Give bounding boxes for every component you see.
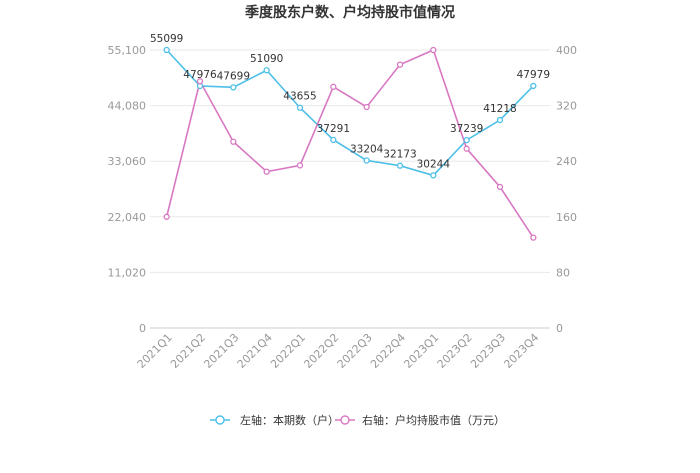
series-1-point	[463, 136, 470, 144]
x-tick-label: 2023Q2	[435, 331, 475, 371]
data-label: 47976	[183, 69, 217, 81]
x-tick-label: 2022Q4	[368, 331, 408, 371]
data-label: 55099	[150, 33, 183, 45]
series-1-point	[163, 46, 170, 54]
legend-swatch-marker	[215, 415, 225, 425]
series-2-point	[330, 83, 337, 90]
x-tick-label: 2023Q1	[401, 331, 441, 371]
series-1-point	[363, 157, 370, 164]
series-2-point	[430, 46, 437, 54]
series-2-point	[296, 162, 304, 169]
right-tick-label: 160	[556, 211, 577, 224]
data-label: 43655	[283, 91, 316, 103]
series-1-point	[496, 116, 504, 124]
left-tick-label: 11,020	[108, 266, 147, 279]
series-2-point	[230, 138, 237, 145]
chart-title: 季度股东户数、户均持股市值情况	[244, 4, 455, 21]
data-label: 30244	[417, 158, 451, 170]
x-tick-label: 2022Q3	[335, 331, 375, 371]
data-label: 37291	[317, 123, 350, 135]
data-label: 41218	[483, 103, 516, 115]
x-tick-label: 2023Q4	[501, 331, 541, 371]
series-2-point	[530, 234, 537, 241]
x-tick-label: 2021Q2	[168, 331, 208, 371]
x-axis-ticks: 2021Q12021Q22021Q32021Q42022Q12022Q22022…	[135, 331, 542, 371]
data-label: 51090	[250, 53, 283, 65]
data-label: 33204	[350, 143, 384, 155]
x-tick-label: 2021Q3	[201, 331, 241, 371]
right-tick-label: 240	[556, 155, 577, 168]
right-tick-label: 80	[556, 266, 570, 279]
series-line-1	[166, 49, 534, 177]
data-label: 47699	[217, 70, 250, 82]
series-2-point	[263, 168, 270, 175]
series-1-point	[396, 162, 404, 169]
legend-item-label[interactable]: 右轴：户均持股市值（万元）	[362, 413, 505, 427]
left-tick-label: 44,080	[108, 100, 147, 113]
legend-item-label[interactable]: 左轴：本期数（户）	[240, 413, 339, 427]
left-tick-label: 22,040	[108, 211, 147, 224]
right-tick-label: 400	[556, 44, 577, 57]
x-tick-label: 2021Q1	[135, 331, 175, 371]
gridlines	[150, 49, 550, 329]
right-tick-label: 0	[556, 322, 563, 335]
x-tick-label: 2022Q1	[268, 331, 308, 371]
series-1-point	[296, 104, 304, 111]
series-1-point	[430, 172, 437, 179]
left-tick-label: 55,100	[108, 44, 147, 57]
legend: 左轴：本期数（户） 右轴：户均持股市值（万元）	[210, 413, 505, 427]
data-label: 32173	[383, 149, 416, 161]
series-1-point	[230, 84, 237, 91]
x-tick-label: 2023Q3	[468, 331, 508, 371]
legend-swatch-marker	[340, 415, 350, 425]
x-tick-label: 2022Q2	[301, 331, 341, 371]
series-2-point	[196, 78, 204, 85]
x-tick-label: 2021Q4	[235, 331, 275, 371]
left-tick-label: 33,060	[108, 155, 147, 168]
series-line-2	[165, 48, 535, 239]
series-2-point	[496, 183, 504, 191]
right-tick-label: 320	[556, 100, 577, 113]
left-tick-label: 0	[139, 322, 146, 335]
series-1-point	[530, 82, 537, 90]
series-2-point	[396, 61, 404, 68]
left-axis-ticks: 0 11,020 22,040 33,060 44,080 55,100	[108, 44, 147, 335]
series-2-point	[163, 213, 170, 220]
series-1-point	[330, 136, 337, 144]
series-2-point	[463, 145, 470, 152]
series-2-point	[363, 103, 370, 111]
data-label: 37239	[450, 123, 483, 135]
right-axis-ticks: 0 80 160 240 320 400	[556, 44, 577, 335]
series-1-point	[263, 67, 270, 74]
data-label: 47979	[517, 69, 550, 81]
